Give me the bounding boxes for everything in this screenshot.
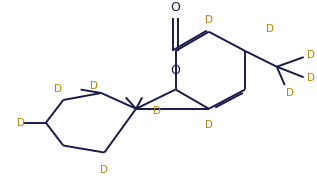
Text: O: O: [171, 64, 180, 77]
Text: D: D: [100, 165, 108, 175]
Text: D: D: [307, 50, 315, 60]
Text: D: D: [205, 120, 213, 130]
Text: D: D: [205, 15, 213, 25]
Text: D: D: [54, 84, 62, 94]
Text: O: O: [171, 1, 180, 14]
Text: D: D: [266, 24, 274, 34]
Text: D: D: [17, 118, 25, 128]
Text: D: D: [286, 88, 294, 98]
Text: D: D: [90, 81, 98, 91]
Text: D: D: [153, 105, 161, 115]
Text: D: D: [307, 73, 315, 83]
